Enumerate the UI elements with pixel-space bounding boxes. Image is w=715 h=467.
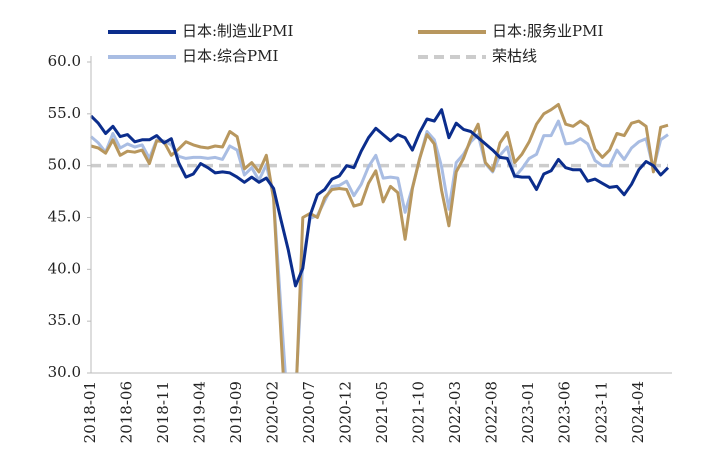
x-tick-label: 2022-08	[483, 381, 501, 443]
x-tick-label: 2019-09	[227, 381, 245, 443]
plot-area	[89, 103, 670, 373]
legend-label: 荣枯线	[492, 47, 537, 65]
x-tick-label: 2024-04	[629, 381, 647, 443]
series-line	[90, 103, 669, 373]
legend-label: 日本:服务业PMI	[492, 22, 604, 40]
x-tick-label: 2023-06	[556, 381, 574, 443]
x-tick-label: 2019-04	[191, 381, 209, 443]
x-tick-label: 2023-11	[592, 381, 610, 443]
y-tick-label: 30.0	[48, 363, 81, 381]
series-line	[89, 108, 670, 288]
x-tick-label: 2021-10	[410, 381, 428, 443]
x-tick-label: 2020-02	[264, 381, 282, 443]
series-line	[90, 119, 669, 373]
y-tick-label: 60.0	[48, 52, 81, 70]
y-tick-label: 45.0	[48, 208, 81, 226]
x-tick-label: 2020-12	[337, 381, 355, 443]
x-tick-label: 2021-05	[373, 381, 391, 443]
y-tick-label: 40.0	[48, 259, 81, 277]
x-tick-label: 2018-01	[81, 381, 99, 443]
legend-label: 日本:制造业PMI	[182, 22, 294, 40]
y-tick-label: 35.0	[48, 311, 81, 329]
x-tick-label: 2023-01	[519, 381, 537, 443]
x-tick-label: 2020-07	[300, 381, 318, 443]
x-tick-label: 2022-03	[446, 381, 464, 443]
y-tick-label: 50.0	[48, 156, 81, 174]
x-tick-label: 2018-06	[118, 381, 136, 443]
x-tick-label: 2018-11	[154, 381, 172, 443]
y-tick-label: 55.0	[48, 104, 81, 122]
legend-label: 日本:综合PMI	[182, 47, 279, 65]
